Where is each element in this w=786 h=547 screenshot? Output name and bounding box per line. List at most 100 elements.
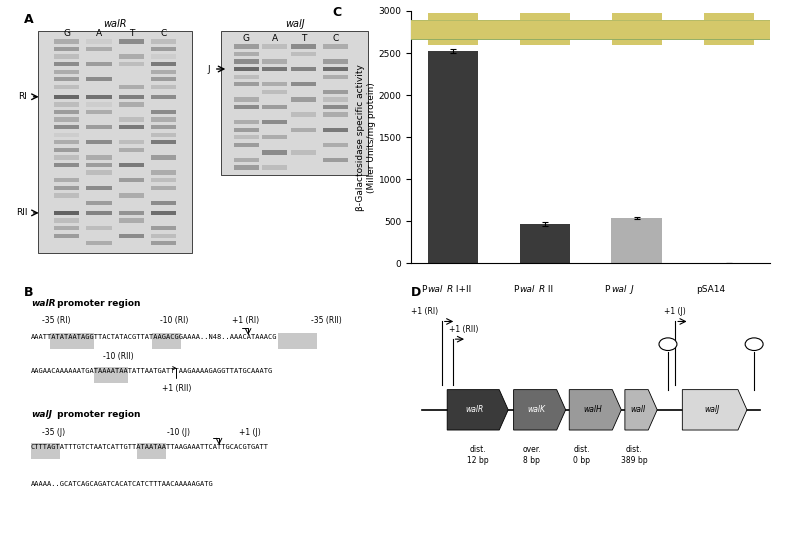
Bar [278,333,317,349]
Bar [428,51,478,264]
Text: dist.
389 bp: dist. 389 bp [621,445,647,464]
Bar [263,120,288,124]
Bar [54,163,79,167]
Bar [86,77,112,82]
Bar [323,143,348,147]
Bar [263,60,288,63]
Bar [151,132,176,137]
Bar [291,150,316,155]
Bar [151,241,176,246]
Text: +1 (RI): +1 (RI) [411,307,439,316]
Bar [233,67,259,71]
Text: pSA14: pSA14 [696,286,725,294]
Bar [291,67,316,71]
Y-axis label: β-Galactosidase specific activity
(Miller Units/mg protein): β-Galactosidase specific activity (Mille… [356,64,376,211]
Text: walJ: walJ [704,405,719,414]
Text: +1 (J): +1 (J) [664,307,686,316]
Text: C: C [160,28,167,38]
Bar [151,95,176,99]
Bar [54,178,79,182]
Bar [151,171,176,175]
Bar [119,211,144,215]
Bar [54,155,79,160]
Text: -35 (RII): -35 (RII) [310,316,342,325]
Bar [86,201,112,205]
Bar [86,185,112,190]
Bar [86,47,112,51]
Bar [151,201,176,205]
Bar [86,155,112,160]
Bar [703,14,754,45]
Text: A: A [272,34,278,43]
Bar [54,95,79,99]
Bar [323,127,348,132]
Bar [291,82,316,86]
Bar [86,211,112,215]
Bar [151,178,176,182]
Text: wal: wal [519,286,534,294]
Text: P: P [421,286,426,294]
Circle shape [0,20,786,39]
Text: promoter region: promoter region [54,299,141,308]
Bar [323,60,348,63]
Text: +1 (RII): +1 (RII) [449,325,479,334]
Text: wal: wal [611,286,626,294]
Bar [291,127,316,132]
Bar [151,226,176,230]
Bar [86,102,112,107]
Text: J: J [630,286,633,294]
Bar [86,226,112,230]
Bar [119,85,144,89]
Bar [119,178,144,182]
Text: C: C [332,6,341,19]
Bar [612,14,662,45]
Bar [151,234,176,238]
Bar [323,158,348,162]
Bar [54,218,79,223]
Bar [428,14,478,45]
Text: I+II: I+II [453,286,471,294]
Bar [520,14,570,45]
Bar [54,85,79,89]
Circle shape [0,20,786,39]
Text: P: P [604,286,610,294]
Bar [291,44,316,49]
Bar [323,113,348,117]
Text: walR: walR [104,19,127,28]
Text: promoter region: promoter region [54,410,141,419]
Bar [54,140,79,144]
Bar [151,85,176,89]
Bar [612,218,662,264]
Circle shape [0,20,786,39]
Text: B: B [24,286,33,299]
Bar [86,125,112,129]
Bar [86,140,112,144]
Text: wal: wal [427,286,443,294]
Text: RI: RI [18,92,28,101]
Bar [119,102,144,107]
Bar [86,95,112,99]
Bar [233,105,259,109]
Bar [54,148,79,152]
Bar [323,74,348,79]
Bar [151,211,176,215]
Text: walR: walR [465,405,484,414]
Text: -35 (RI): -35 (RI) [42,316,70,325]
Text: -10 (RI): -10 (RI) [160,316,189,325]
Bar [291,52,316,56]
Bar [119,140,144,144]
Bar [233,52,259,56]
Bar [323,105,348,109]
Text: walJ: walJ [285,19,304,28]
Text: AAAAA..GCATCAGCAGATCACATCATCTTTAACAAAAAGATG: AAAAA..GCATCAGCAGATCACATCATCTTTAACAAAAAG… [31,480,214,486]
Text: R: R [446,286,453,294]
Bar [151,110,176,114]
Text: over.
8 bp: over. 8 bp [522,445,541,464]
Bar [233,74,259,79]
Polygon shape [569,389,621,430]
Bar [54,54,79,59]
Bar [50,333,94,349]
Bar [263,82,288,86]
Text: G: G [243,34,250,43]
Text: G: G [63,28,70,38]
